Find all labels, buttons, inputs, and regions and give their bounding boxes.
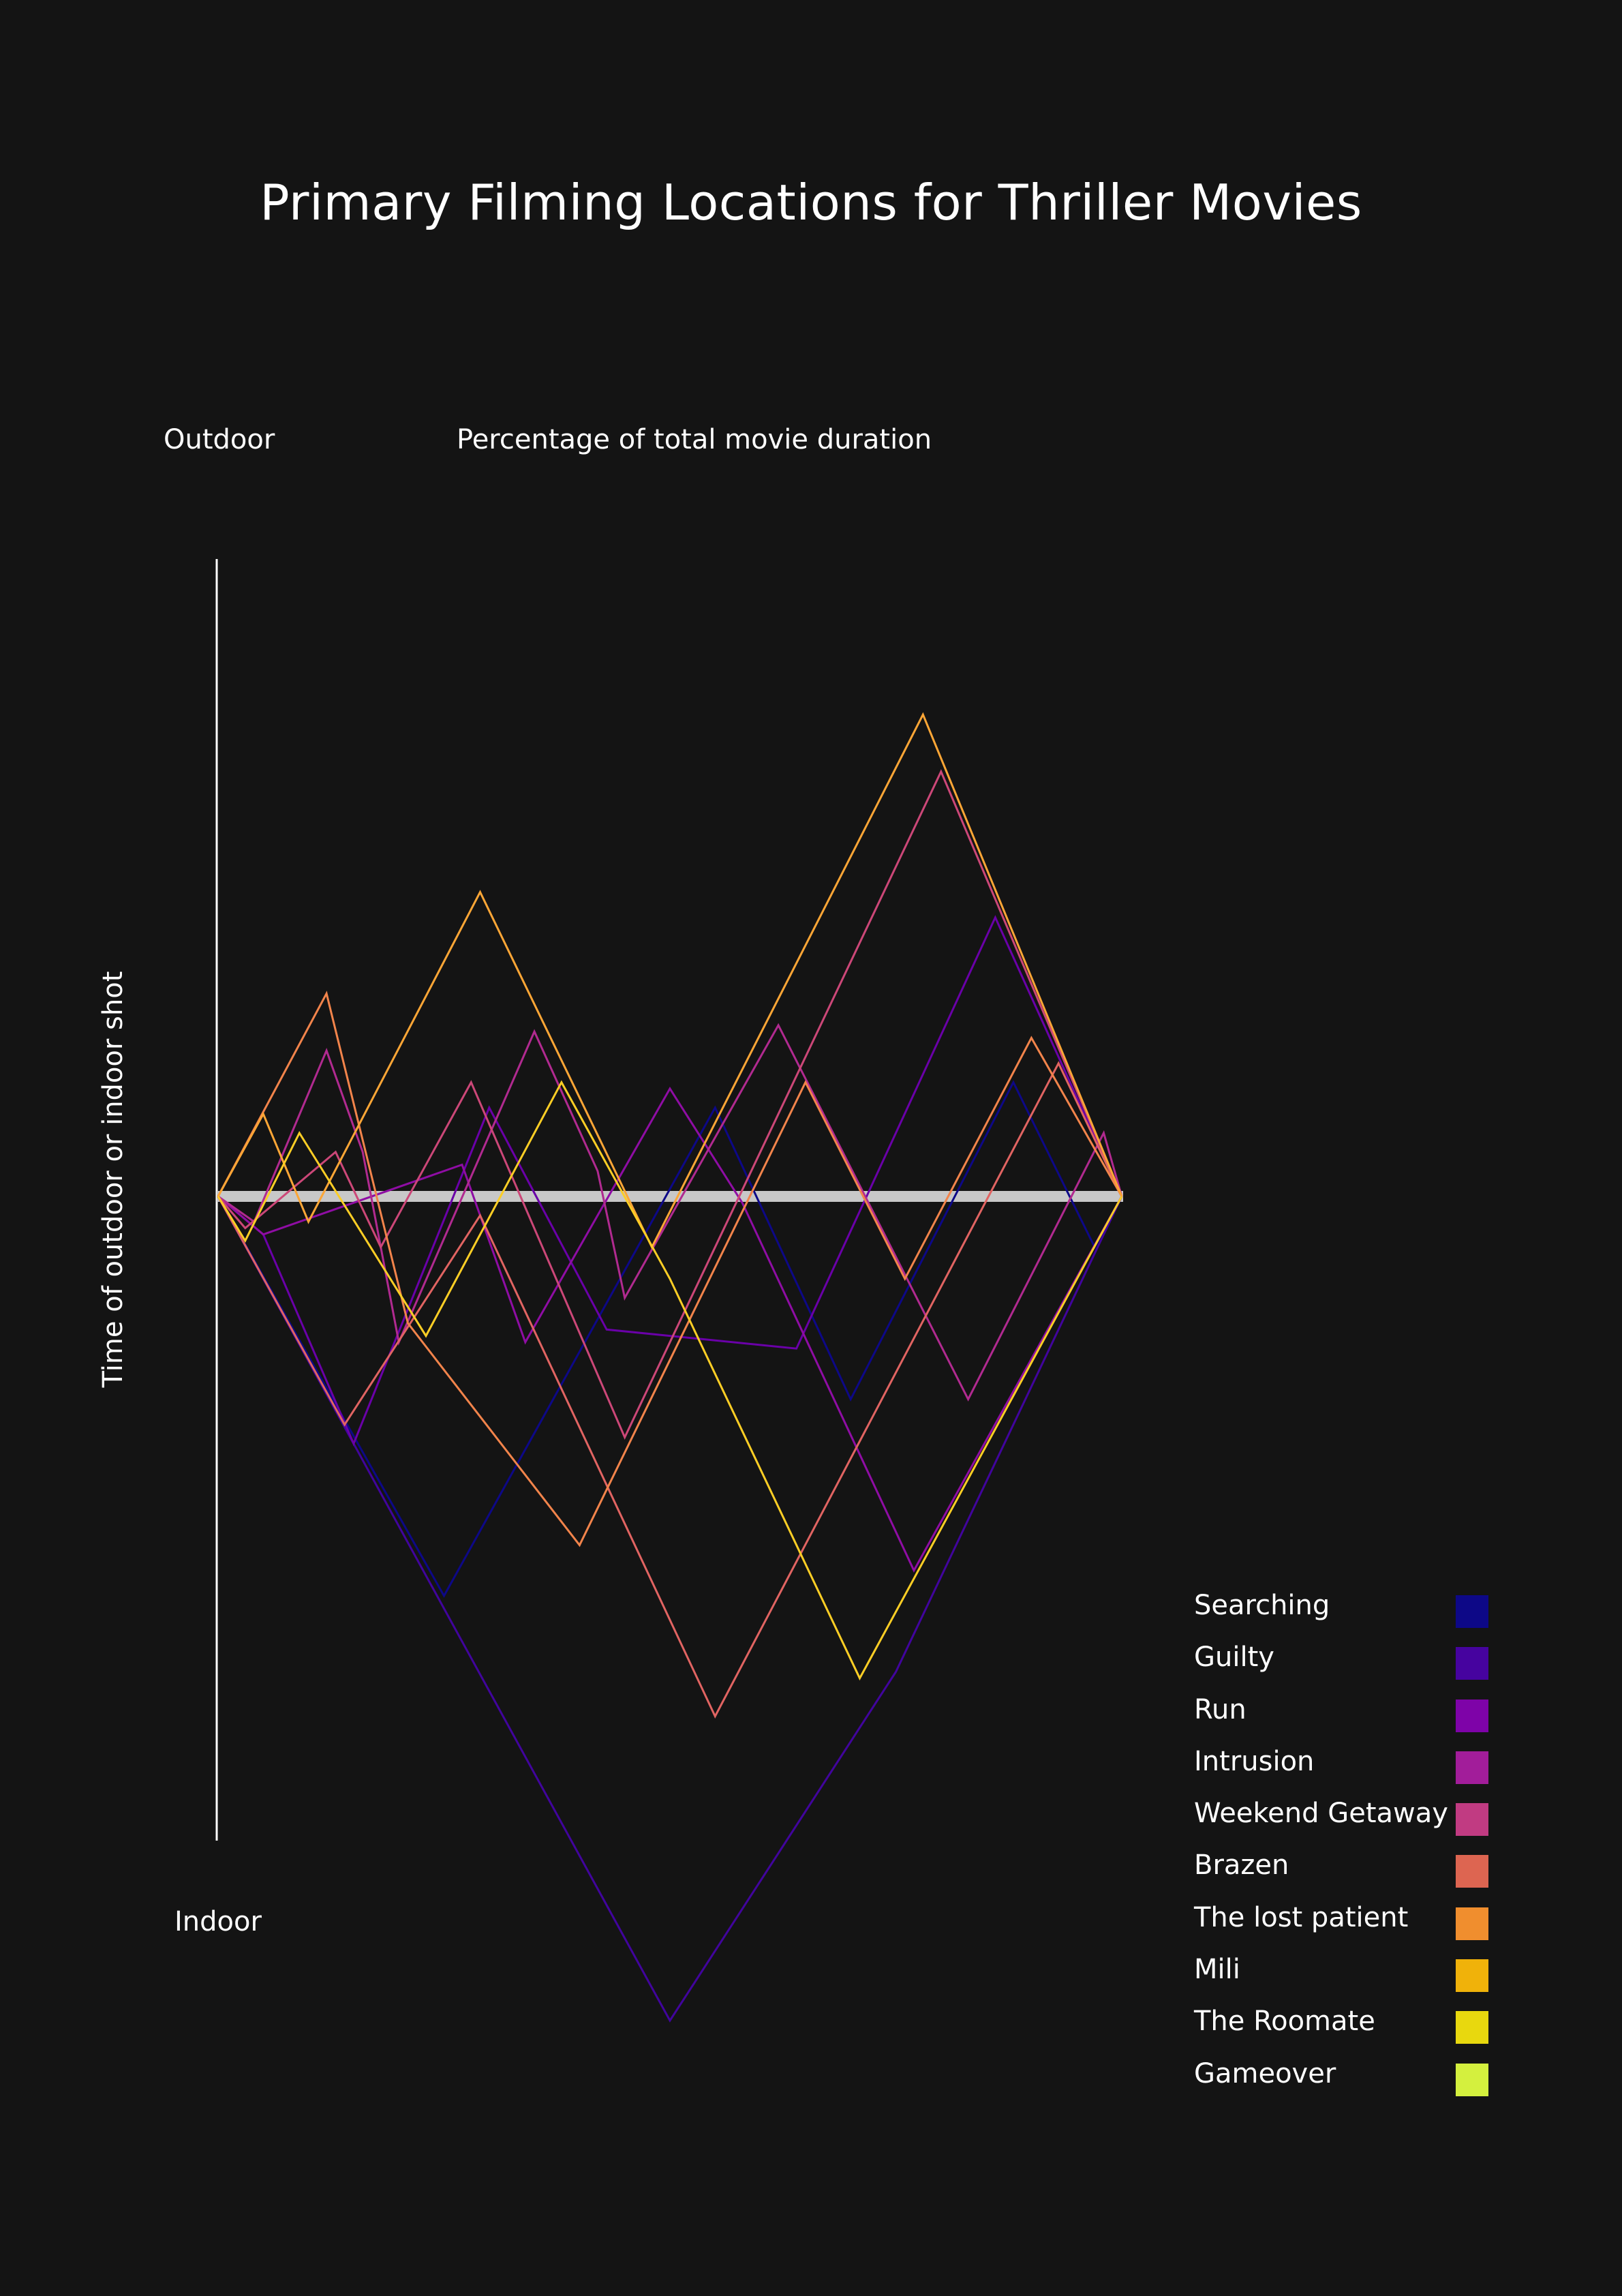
legend-item: Intrusion (1194, 1739, 1494, 1791)
legend-swatch (1456, 1907, 1488, 1940)
legend-item: The Roomate (1194, 1999, 1494, 2051)
legend: Searching Guilty Run Intrusion Weekend G… (1194, 1583, 1494, 2103)
legend-item: Gameover (1194, 2051, 1494, 2103)
y-top-label: Outdoor (164, 424, 275, 455)
series-line-gameover (217, 1080, 1123, 1681)
legend-swatch (1456, 1803, 1488, 1837)
legend-swatch (1456, 2011, 1488, 2044)
legend-swatch (1456, 1959, 1488, 1993)
series-line-mili (217, 991, 1123, 1547)
legend-label: Intrusion (1194, 1745, 1315, 1777)
legend-label: Gameover (1194, 2057, 1336, 2089)
x-axis-label: Percentage of total movie duration (457, 424, 932, 455)
legend-item: Run (1194, 1687, 1494, 1739)
series-line-weekend-getaway (217, 1023, 1123, 1402)
legend-label: Run (1194, 1693, 1246, 1725)
legend-swatch (1456, 1751, 1488, 1784)
legend-label: Weekend Getaway (1194, 1798, 1448, 1830)
y-axis-label: Time of outdoor or indoor shot (97, 971, 129, 1388)
legend-item: Weekend Getaway (1194, 1791, 1494, 1843)
legend-label: Mili (1194, 1954, 1240, 1986)
series-layer (217, 712, 1123, 2023)
legend-label: The Roomate (1194, 2006, 1375, 2038)
legend-label: Guilty (1194, 1642, 1274, 1674)
chart-title: Primary Filming Locations for Thriller M… (260, 174, 1362, 231)
legend-swatch (1456, 1595, 1488, 1628)
series-line-the-lost-patient (217, 1061, 1123, 1719)
series-line-guilty (217, 1196, 1123, 2023)
series-line-run (217, 915, 1123, 1447)
legend-swatch (1456, 1699, 1488, 1732)
legend-label: Searching (1194, 1590, 1330, 1621)
legend-swatch (1456, 1647, 1488, 1680)
legend-item: Searching (1194, 1583, 1494, 1635)
legend-item: Mili (1194, 1947, 1494, 1999)
legend-swatch (1456, 1855, 1488, 1888)
series-line-intrusion (217, 1086, 1123, 1573)
legend-label: The lost patient (1194, 1901, 1409, 1933)
series-line-searching (217, 1080, 1123, 1598)
legend-item: Guilty (1194, 1635, 1494, 1687)
legend-swatch (1456, 2063, 1488, 2096)
series-line-the-roomate (217, 712, 1123, 1250)
legend-item: The lost patient (1194, 1895, 1494, 1947)
y-bottom-label: Indoor (174, 1906, 262, 1937)
legend-label: Brazen (1194, 1849, 1289, 1882)
series-line-brazen (217, 769, 1123, 1440)
legend-item: Brazen (1194, 1843, 1494, 1894)
